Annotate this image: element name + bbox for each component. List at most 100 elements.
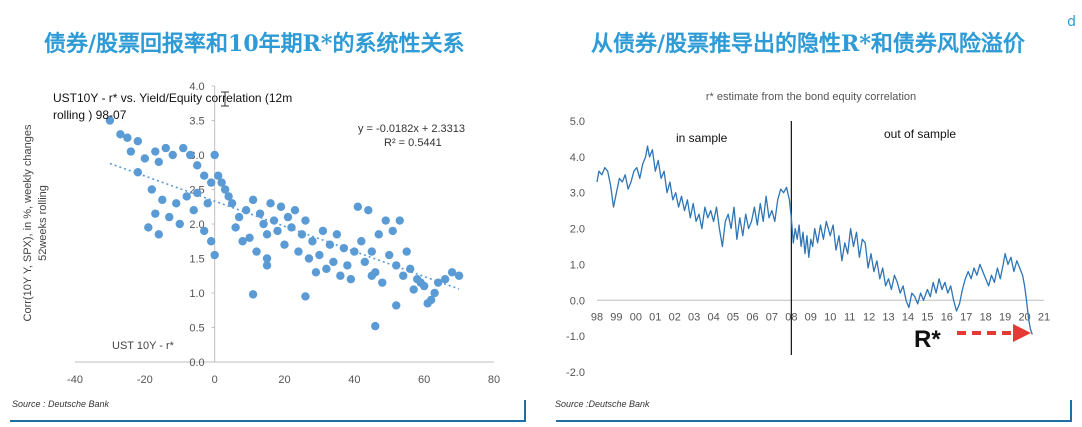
scatter-point: [385, 250, 394, 260]
left-y-tick-label: 1.0: [189, 288, 204, 300]
scatter-point: [283, 212, 293, 222]
scatter-point: [416, 278, 425, 287]
scatter-point: [332, 230, 342, 239]
scatter-point: [367, 271, 376, 280]
scatter-point: [357, 237, 366, 246]
right-x-tick-label: 17: [960, 311, 972, 323]
scatter-point: [172, 199, 181, 208]
scatter-point: [364, 206, 373, 215]
scatter-point: [189, 206, 198, 215]
scatter-point: [203, 199, 212, 208]
arrow-head: [1013, 324, 1031, 342]
right-x-tick-label: 01: [649, 311, 661, 323]
right-chart-axes: -2.0 -1.0 0.0 1.0 2.0 3.0 4.0 5.0 98 99 00 01 02 03 04…: [566, 116, 1050, 379]
scatter-point: [294, 247, 303, 256]
scatter-point: [154, 157, 163, 167]
right-x-tick-label: 00: [630, 311, 642, 323]
right-y-tick-label: -1.0: [566, 331, 585, 343]
scatter-point: [374, 230, 383, 239]
scatter-point: [123, 133, 132, 142]
scatter-point: [199, 226, 209, 236]
scatter-point: [318, 226, 328, 236]
right-panel-title: 从债券/股票推导出的隐性R*和债券风险溢价: [591, 31, 1025, 57]
right-rule-tick: [1070, 400, 1072, 422]
scatter-point: [276, 202, 286, 211]
scatter-point: [339, 243, 349, 253]
left-x-tick-label: 20: [278, 374, 290, 386]
scatter-point: [297, 230, 307, 239]
scatter-point: [378, 278, 387, 287]
scatter-point: [151, 209, 160, 218]
scatter-point: [280, 240, 289, 249]
right-y-tick-label: 1.0: [570, 259, 585, 271]
scatter-point: [206, 237, 216, 246]
left-rule-tick: [524, 400, 526, 422]
scatter-point: [220, 185, 230, 194]
scatter-point: [165, 212, 174, 222]
scatter-point: [367, 247, 376, 256]
trendline: [109, 162, 460, 290]
left-x-tick-label: 40: [348, 374, 360, 386]
scatter-point: [409, 285, 418, 294]
scatter-point: [440, 275, 450, 284]
left-chart-title-line1: UST10Y - r* vs. Yield/Equity correlation…: [53, 91, 292, 105]
scatter-point: [210, 150, 219, 160]
right-x-tick-label: 99: [610, 311, 622, 323]
scatter-point: [447, 268, 457, 277]
scatter-point: [248, 195, 258, 205]
scatter-point: [329, 257, 338, 267]
right-x-tick-label: 09: [805, 311, 817, 323]
scatter-point: [262, 230, 272, 239]
left-chart-title-line2: rolling ) 98-07: [53, 108, 127, 122]
left-x-tick-label: 0: [212, 374, 218, 386]
scatter-point: [182, 192, 191, 201]
scatter-point: [193, 188, 202, 198]
right-x-tick-label: 03: [688, 311, 700, 323]
scatter-point: [168, 150, 177, 160]
right-x-tick-label: 02: [669, 311, 681, 323]
scatter-point: [392, 261, 401, 270]
right-x-tick-label: 10: [824, 311, 836, 323]
scatter-point: [154, 230, 163, 239]
right-x-tick-label: 11: [844, 311, 855, 323]
scatter-point: [395, 216, 404, 225]
scatter-point: [213, 171, 223, 180]
scatter-point: [433, 278, 443, 287]
right-y-tick-label: 2.0: [570, 224, 585, 236]
right-chart-title: r* estimate from the bond equity correla…: [706, 91, 916, 103]
left-y-tick-label: 0.5: [189, 323, 204, 335]
text-cursor-icon: [221, 91, 229, 107]
r-star-series-line: [596, 145, 1033, 335]
left-chart-trendline-group: [109, 162, 460, 290]
right-y-tick-label: 5.0: [570, 116, 585, 128]
scatter-point: [255, 209, 265, 218]
scatter-point: [343, 261, 352, 270]
scatter-point: [266, 199, 275, 208]
left-chart-trend-equation: y = -0.0182x + 2.3313: [358, 123, 465, 135]
annotation-out-of-sample: out of sample: [884, 127, 956, 141]
scatter-point: [193, 161, 202, 170]
left-scatter-chart: -40-200204060800.00.51.01.52.02.53.03.54…: [22, 81, 500, 386]
left-panel-title: 债券/股票回报率和10年期R*的系统性关系: [44, 31, 465, 57]
right-x-tick-label: 15: [921, 311, 933, 323]
scatter-point: [371, 321, 380, 331]
scatter-point: [179, 143, 188, 153]
right-y-tick-label: -2.0: [566, 367, 585, 379]
left-source-note: Source : Deutsche Bank: [12, 399, 110, 409]
scatter-point: [381, 216, 390, 225]
right-y-tick-label: 0.0: [570, 295, 585, 307]
right-x-tick-label: 07: [766, 311, 778, 323]
scatter-point: [353, 202, 363, 211]
scatter-point: [311, 268, 321, 277]
scatter-point: [175, 219, 184, 229]
right-x-tick-label: 19: [999, 311, 1011, 323]
scatter-point: [423, 299, 432, 308]
scatter-point: [406, 264, 415, 274]
scatter-point: [241, 206, 251, 215]
scatter-point: [273, 226, 282, 236]
left-chart-y-axis-label-line2: 52weeks rolling: [37, 185, 49, 261]
right-y-tick-label: 3.0: [570, 188, 585, 200]
annotation-r-star: R*: [914, 326, 941, 353]
scatter-point: [287, 223, 296, 232]
